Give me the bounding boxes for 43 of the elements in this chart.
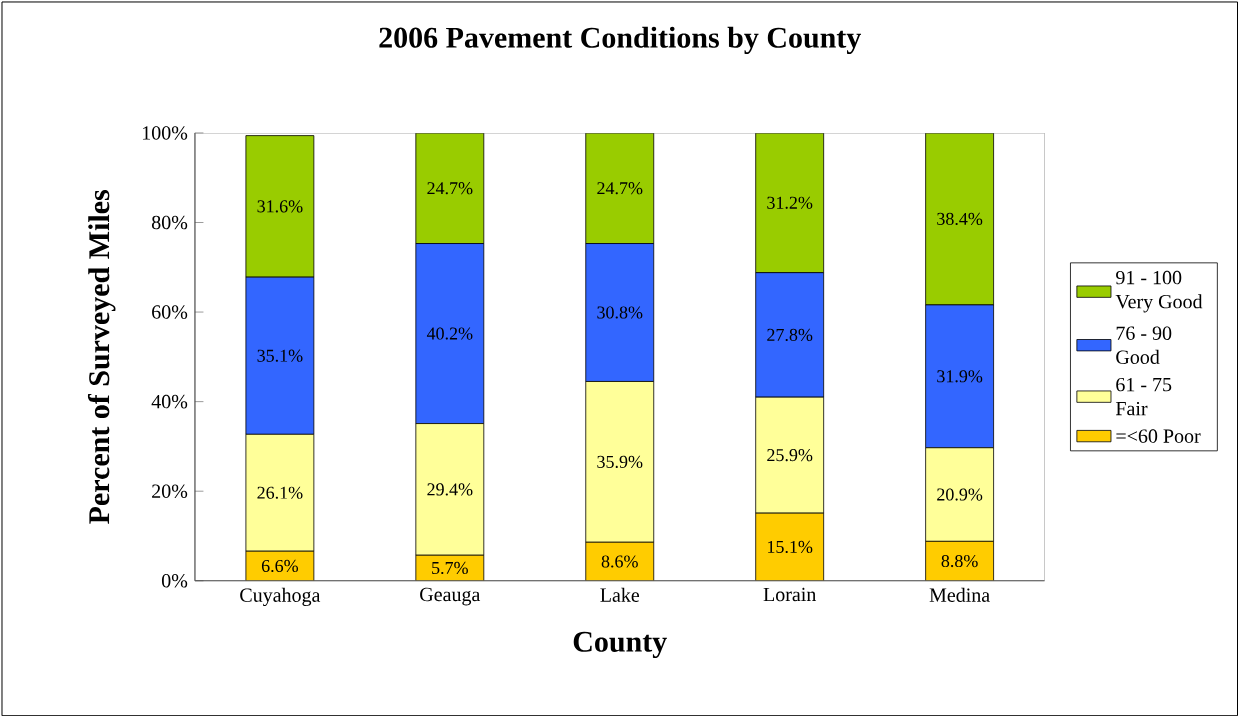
legend-label: 91 - 100 Very Good	[1115, 270, 1203, 313]
data-label: 31.9%	[937, 370, 983, 383]
data-label: 40.2%	[426, 327, 473, 340]
data-label: 24.7%	[597, 182, 643, 195]
data-label: 35.1%	[257, 349, 303, 362]
x-tick-label: Geauga	[420, 587, 481, 606]
x-tick-label: Medina	[929, 587, 990, 602]
data-label: 8.8%	[941, 554, 978, 568]
chart-title: 2006 Pavement Conditions by County	[379, 26, 862, 54]
data-label: 31.2%	[767, 196, 813, 209]
data-label: 35.9%	[597, 455, 643, 468]
y-tick-label: 60%	[152, 305, 188, 319]
data-label: 25.9%	[767, 448, 813, 462]
data-label: 24.7%	[427, 182, 473, 195]
y-tick-label: 80%	[151, 215, 188, 230]
x-tick-label: Cuyahoga	[240, 587, 321, 606]
data-label: 5.7%	[432, 561, 468, 575]
data-label: 20.9%	[937, 488, 983, 501]
data-label: 31.6%	[257, 200, 303, 213]
data-label: 29.4%	[427, 483, 473, 496]
data-label: 38.4%	[937, 212, 983, 225]
y-tick-label: 100%	[142, 126, 188, 140]
legend-label: 76 - 90 Good	[1116, 326, 1172, 364]
data-label: 8.6%	[601, 555, 638, 568]
bar	[755, 132, 825, 273]
data-label: 30.8%	[597, 306, 643, 319]
y-axis-title: Percent of Surveyed Miles	[87, 189, 116, 524]
data-label: 15.1%	[768, 540, 813, 553]
bar	[415, 132, 485, 244]
x-tick-label: Lorain	[763, 587, 817, 602]
bar	[925, 132, 994, 306]
bar	[585, 132, 655, 244]
x-axis-title: County	[573, 631, 667, 658]
y-tick-label: 40%	[151, 394, 188, 409]
legend-label: =<60 Poor	[1116, 429, 1201, 443]
data-label: 6.6%	[261, 559, 299, 572]
y-tick-label: 0%	[161, 573, 188, 588]
data-label: 27.8%	[767, 328, 813, 341]
x-tick-label: Lake	[600, 587, 640, 602]
legend-label: 61 - 75 Fair	[1115, 377, 1172, 416]
y-tick-label: 20%	[152, 484, 188, 498]
data-label: 26.1%	[257, 486, 303, 499]
bar	[245, 135, 315, 278]
